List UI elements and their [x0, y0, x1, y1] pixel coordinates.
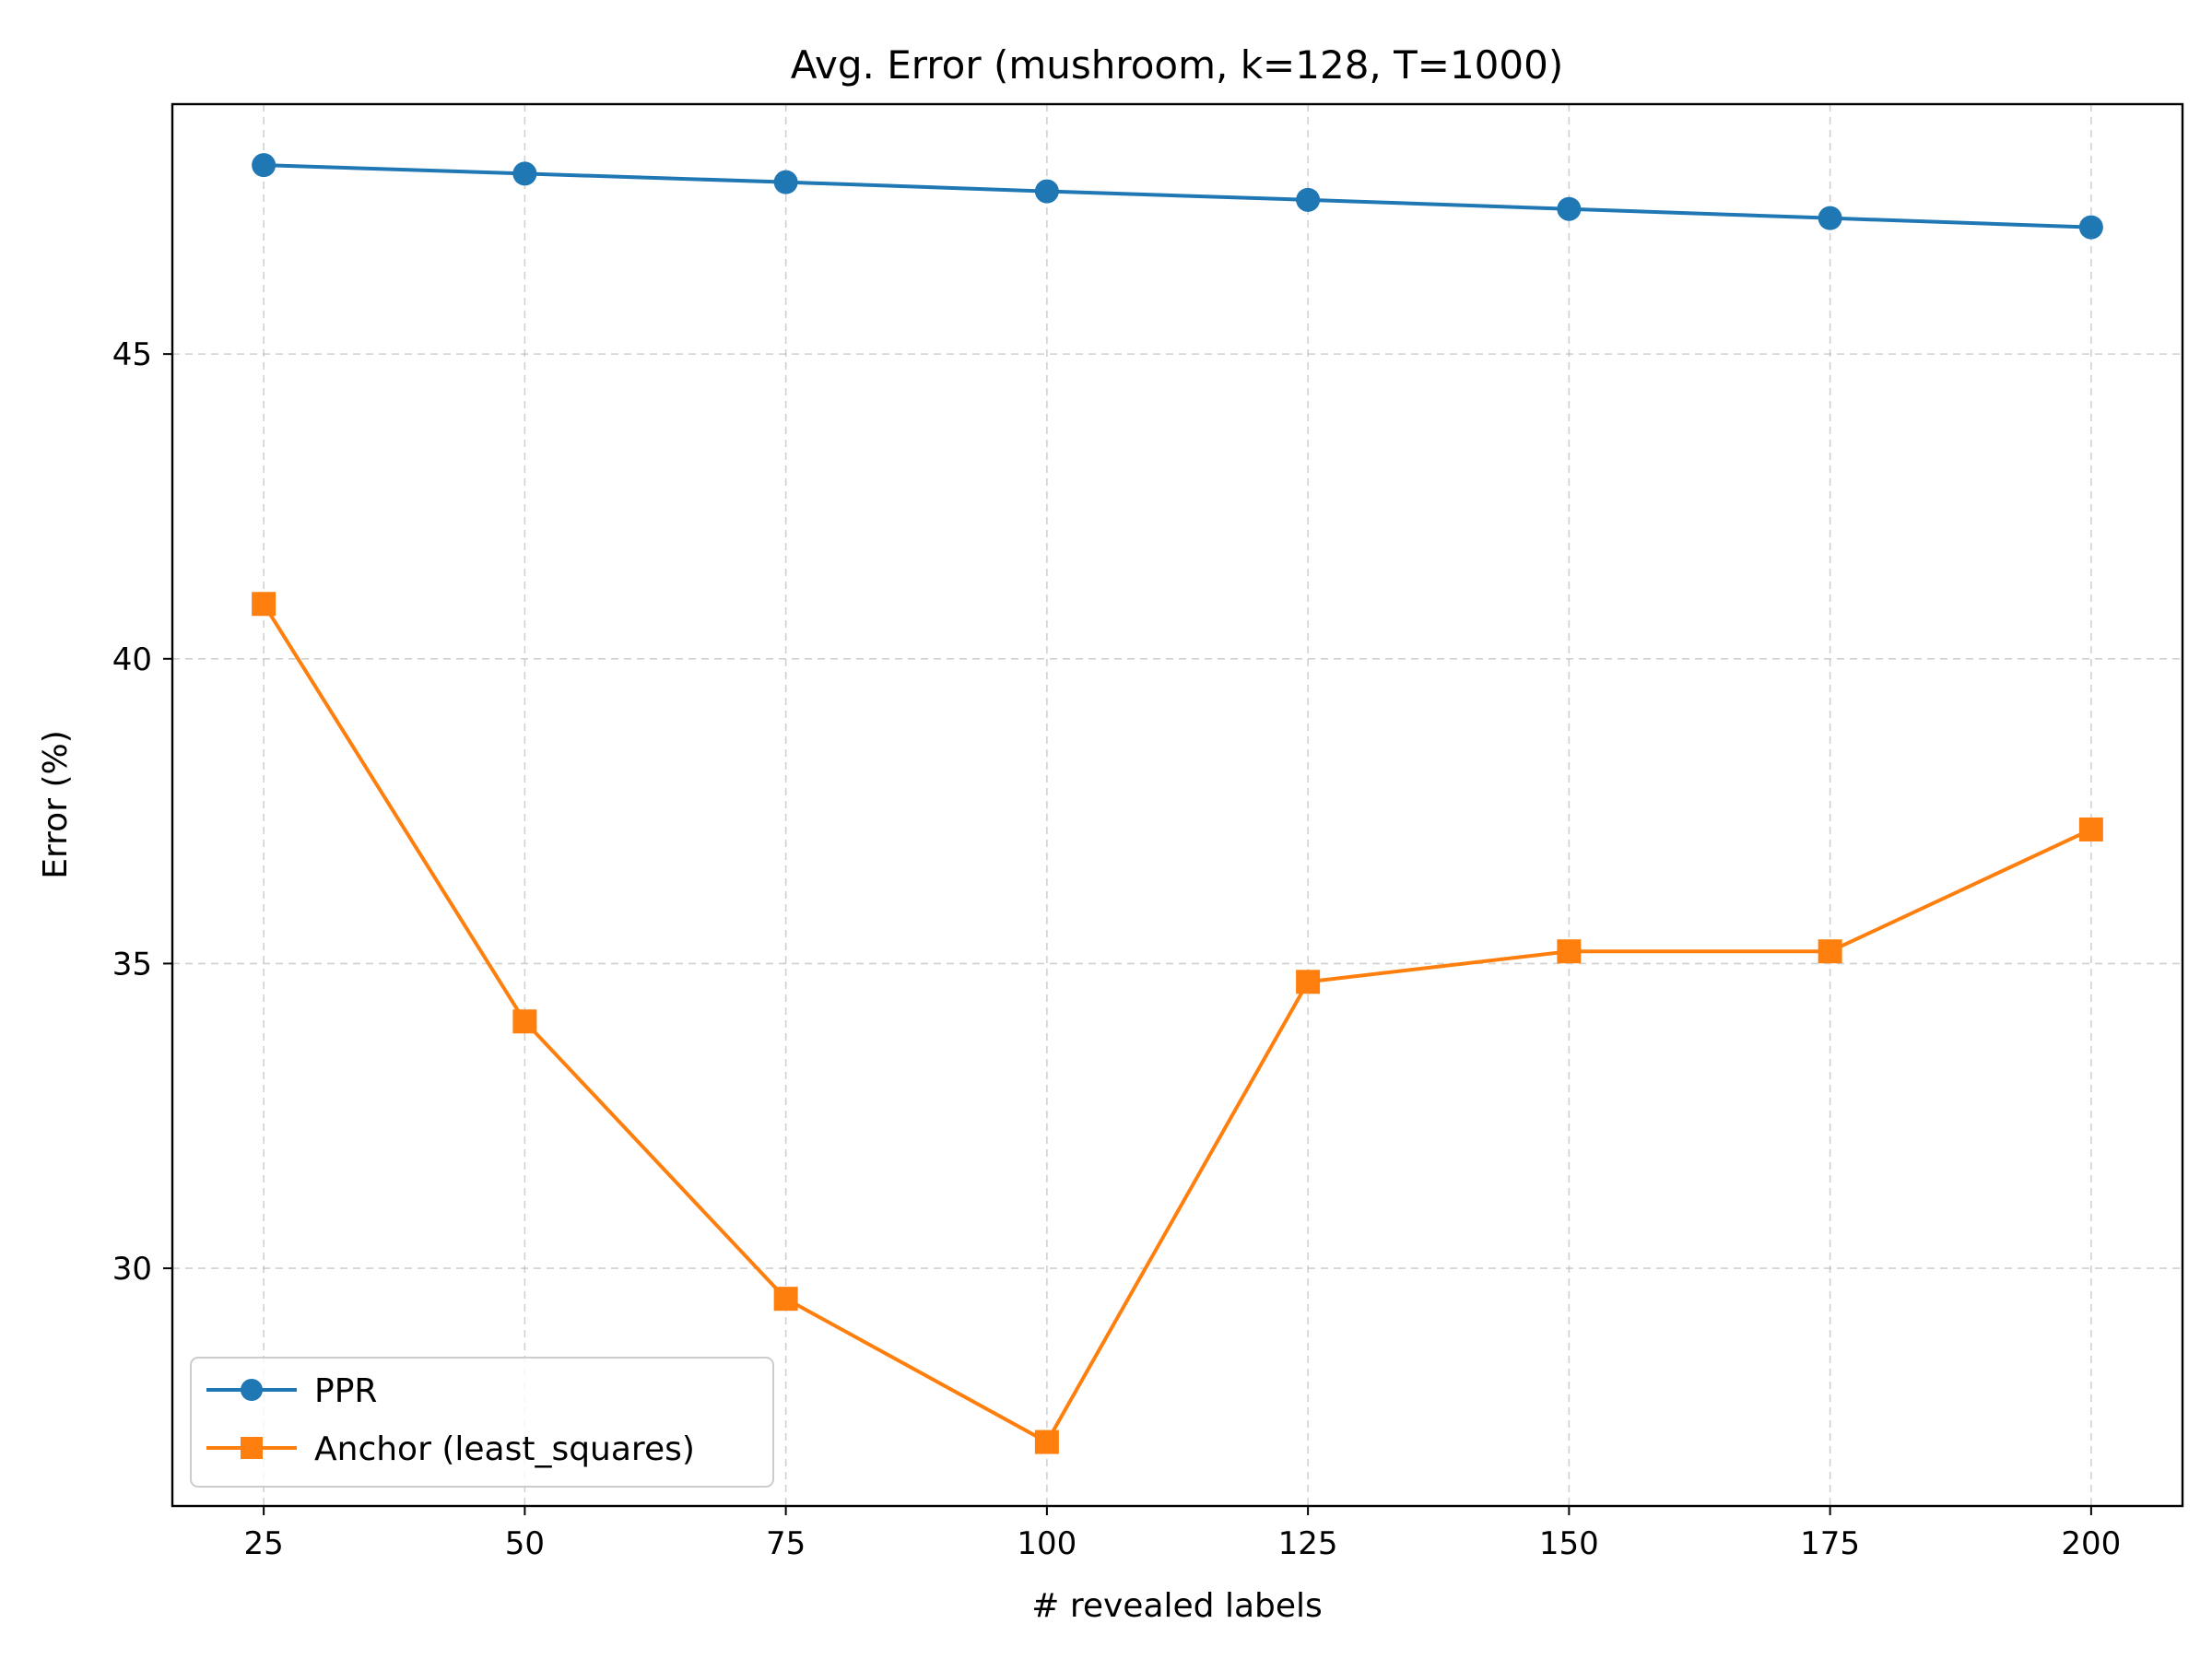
data-point-ppr-100 [1034, 179, 1059, 204]
data-point-ppr-200 [2078, 215, 2103, 240]
data-point-anchor-least-squares-25 [252, 592, 276, 617]
data-point-ppr-25 [252, 153, 276, 178]
legend-label-anchor: Anchor (least_squares) [314, 1430, 695, 1468]
series-line-ppr [262, 163, 2093, 229]
data-point-anchor-least-squares-100 [1034, 1430, 1059, 1454]
legend-label-ppr: PPR [314, 1372, 377, 1410]
data-point-ppr-150 [1557, 196, 1582, 221]
data-point-ppr-125 [1296, 187, 1321, 212]
data-point-anchor-least-squares-200 [2078, 817, 2103, 841]
x-tick-label-50: 50 [505, 1525, 545, 1562]
y-tick-label-30: 30 [112, 1251, 152, 1288]
y-tick-label-45: 45 [112, 336, 152, 373]
data-point-anchor-least-squares-125 [1296, 970, 1321, 994]
x-tick-label-75: 75 [766, 1525, 806, 1562]
x-tick-label-175: 175 [1800, 1525, 1860, 1562]
x-tick-label-25: 25 [244, 1525, 284, 1562]
data-point-anchor-least-squares-50 [512, 1009, 537, 1034]
grid [172, 104, 2183, 1506]
y-axis-label: Error (%) [37, 730, 75, 879]
x-tick-label-100: 100 [1017, 1525, 1077, 1562]
x-tick-label-125: 125 [1278, 1525, 1338, 1562]
data-point-anchor-least-squares-150 [1557, 939, 1582, 964]
data-point-ppr-75 [773, 170, 798, 194]
data-point-anchor-least-squares-175 [1818, 939, 1842, 964]
legend-marker-anchor [241, 1437, 263, 1459]
x-axis-label: # revealed labels [1031, 1587, 1323, 1625]
legend-marker-ppr [241, 1379, 263, 1401]
data-point-ppr-50 [512, 161, 537, 186]
series-line-anchor-least-squares [262, 602, 2093, 1444]
legend-box [190, 1357, 774, 1488]
data-point-ppr-175 [1818, 206, 1842, 230]
y-tick-label-40: 40 [112, 641, 152, 678]
y-tick-label-35: 35 [112, 946, 152, 982]
x-tick-label-150: 150 [1539, 1525, 1599, 1562]
plot-series [252, 153, 2103, 1454]
data-point-anchor-least-squares-75 [773, 1287, 798, 1312]
legend: PPR Anchor (least_squares) [190, 1357, 774, 1488]
x-tick-label-200: 200 [2061, 1525, 2121, 1562]
plot-frame [171, 102, 2184, 1508]
chart-title: Avg. Error (mushroom, k=128, T=1000) [791, 42, 1563, 88]
axis-ticks: 25 50 75 100 125 150 175 200 30 35 40 45 [112, 336, 2122, 1562]
